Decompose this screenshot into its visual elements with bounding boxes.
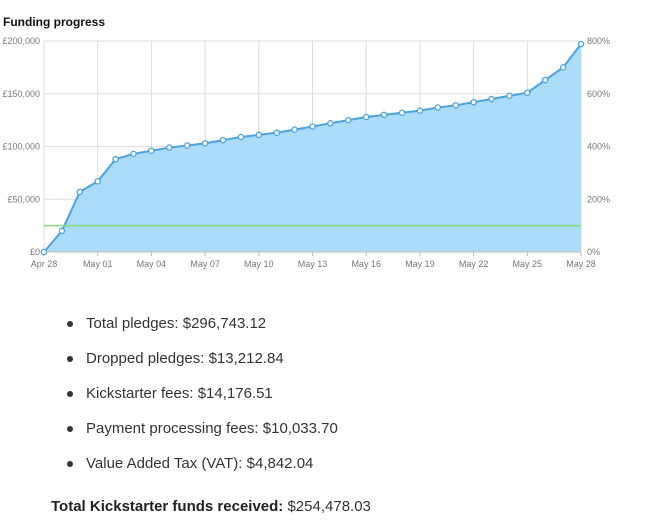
total-funds-value: $254,478.03 [287, 498, 371, 515]
y-left-tick-label: £50,000 [7, 194, 40, 204]
summary-item-vat: Value Added Tax (VAT): $4,842.04 [66, 446, 338, 481]
summary-item-payment-processing-fees: Payment processing fees: $10,033.70 [66, 411, 338, 446]
data-point [470, 98, 477, 106]
data-point [345, 116, 352, 124]
summary-list: Total pledges: $296,743.12 Dropped pledg… [66, 306, 338, 481]
x-tick-label: May 13 [298, 259, 328, 269]
chart-title: Funding progress [3, 15, 105, 29]
y-left-tick-label: £100,000 [2, 142, 40, 152]
y-left-tick-label: £0 [30, 247, 40, 257]
data-point [488, 95, 495, 103]
x-tick-label: May 22 [459, 259, 489, 269]
data-point [559, 64, 567, 71]
data-point [327, 120, 334, 127]
data-point [58, 227, 66, 235]
y-left-tick-label: £150,000 [2, 89, 40, 99]
data-point [506, 92, 513, 100]
data-point [416, 107, 424, 114]
data-point [112, 155, 119, 163]
total-funds: Total Kickstarter funds received: $254,4… [51, 498, 371, 515]
data-point [237, 133, 245, 141]
x-tick-label: May 16 [351, 259, 381, 269]
total-funds-label: Total Kickstarter funds received: [51, 498, 284, 515]
x-tick-label: May 07 [190, 259, 220, 269]
x-tick-label: May 25 [513, 259, 543, 269]
data-point [255, 131, 263, 139]
data-point [309, 123, 316, 130]
x-tick-label: Apr 28 [31, 259, 58, 269]
data-point [273, 129, 280, 137]
data-point [541, 76, 549, 84]
data-point [130, 150, 137, 158]
data-point [577, 40, 585, 48]
data-point [166, 144, 173, 151]
summary-item-kickstarter-fees: Kickstarter fees: $14,176.51 [66, 376, 338, 411]
x-tick-label: May 19 [405, 259, 435, 269]
data-point [183, 142, 191, 149]
data-point [201, 140, 209, 147]
x-tick-label: May 28 [566, 259, 596, 269]
data-point [380, 111, 388, 119]
data-point [524, 89, 531, 96]
data-point [452, 102, 459, 109]
y-right-tick-label: 200% [587, 194, 610, 204]
x-tick-label: May 01 [83, 259, 113, 269]
data-point [291, 126, 298, 133]
data-point [148, 147, 155, 154]
x-tick-label: May 04 [137, 259, 167, 269]
series-area [44, 44, 581, 252]
x-tick-label: May 10 [244, 259, 274, 269]
data-point [434, 104, 442, 111]
data-point [94, 178, 101, 185]
summary-item-total-pledges: Total pledges: $296,743.12 [66, 306, 338, 341]
y-right-tick-label: 600% [587, 89, 610, 99]
data-point [398, 109, 406, 116]
data-point [76, 188, 84, 196]
y-right-tick-label: 0% [587, 247, 600, 257]
y-left-tick-label: £200,000 [2, 36, 40, 46]
funding-chart: £0 £50,000 £100,000 £150,000 £200,000 0% 200% 4… [2, 36, 610, 269]
summary-item-dropped-pledges: Dropped pledges: $13,212.84 [66, 341, 338, 376]
y-right-tick-label: 800% [587, 36, 610, 46]
data-point [219, 136, 227, 144]
data-point [362, 113, 370, 121]
y-right-tick-label: 400% [587, 142, 610, 152]
